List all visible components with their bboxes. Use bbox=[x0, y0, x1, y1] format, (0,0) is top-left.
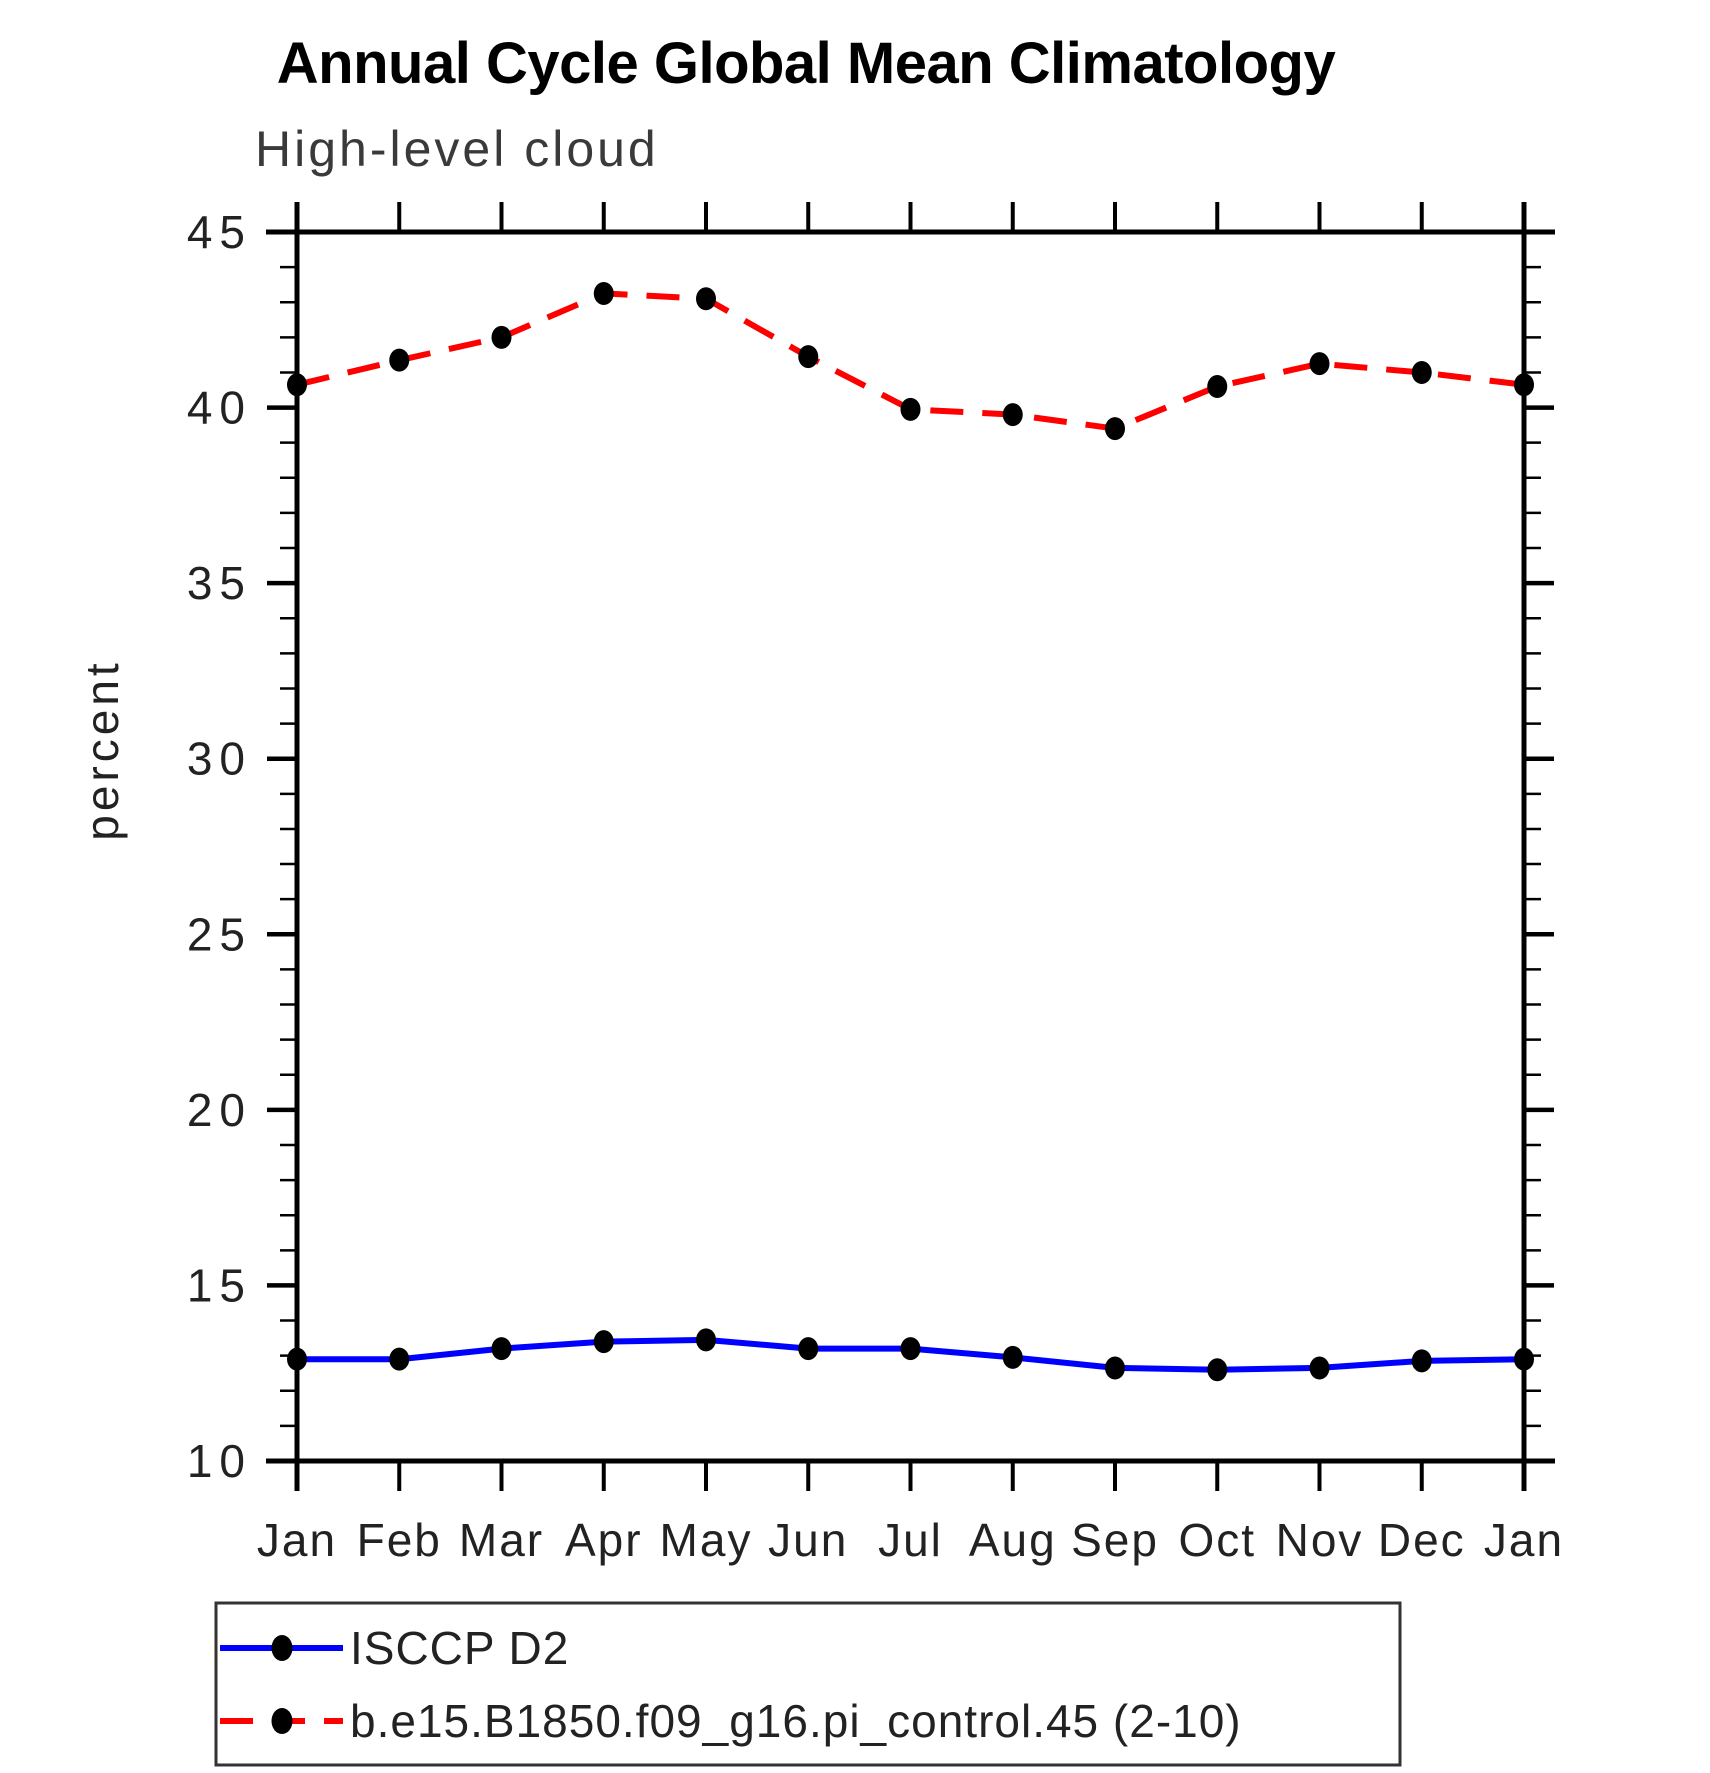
data-point-marker bbox=[1105, 417, 1125, 441]
plot-frame bbox=[266, 202, 1555, 1491]
data-point-marker bbox=[900, 397, 921, 421]
y-tick-label: 45 bbox=[187, 206, 252, 258]
y-tick-label: 10 bbox=[187, 1435, 252, 1487]
legend-sample-marker bbox=[271, 1635, 293, 1661]
data-point-marker bbox=[389, 348, 410, 372]
data-point-marker bbox=[1105, 1356, 1125, 1380]
data-point-marker bbox=[1002, 1345, 1023, 1369]
y-axis-ticks bbox=[267, 229, 1554, 1464]
x-tick-label: Jun bbox=[768, 1514, 848, 1566]
x-tick-label: Mar bbox=[459, 1514, 544, 1566]
data-point-marker bbox=[696, 287, 716, 311]
x-tick-label: Nov bbox=[1276, 1514, 1364, 1566]
data-point-marker bbox=[1514, 1347, 1534, 1371]
legend: ISCCP D2 b.e15.B1850.f09_g16.pi_control.4… bbox=[214, 1601, 1402, 1767]
series-model bbox=[287, 281, 1534, 441]
x-tick-label: Feb bbox=[357, 1514, 442, 1566]
y-tick-label: 20 bbox=[187, 1084, 252, 1136]
legend-item-label: b.e15.B1850.f09_g16.pi_control.45 (2-10) bbox=[350, 1695, 1242, 1747]
data-point-marker bbox=[798, 1337, 819, 1361]
legend-box bbox=[214, 1601, 1402, 1767]
series-isccp-d2 bbox=[287, 1328, 1534, 1382]
legend-sample-marker bbox=[271, 1708, 293, 1734]
data-point-marker bbox=[287, 1347, 307, 1371]
x-tick-label: Aug bbox=[969, 1514, 1057, 1566]
data-point-marker bbox=[593, 1330, 614, 1354]
data-point-marker bbox=[593, 281, 614, 305]
x-axis-ticks bbox=[295, 202, 1526, 1491]
data-point-marker bbox=[798, 345, 819, 369]
data-point-marker bbox=[287, 373, 307, 397]
x-tick-label: Oct bbox=[1178, 1514, 1256, 1566]
data-point-marker bbox=[1207, 1358, 1228, 1382]
data-point-marker bbox=[1411, 1349, 1432, 1373]
x-tick-label: May bbox=[660, 1514, 753, 1566]
x-tick-labels: Jan Feb Mar Apr May Jun Jul Aug Sep Oct Nov Dec Jan bbox=[257, 1514, 1564, 1566]
y-axis-label: percent bbox=[76, 659, 128, 840]
data-point-marker bbox=[1411, 360, 1432, 384]
x-tick-label: Jan bbox=[257, 1514, 337, 1566]
chart-title: Annual Cycle Global Mean Climatology bbox=[277, 31, 1336, 96]
y-tick-label: 40 bbox=[187, 382, 252, 434]
legend-item-label: ISCCP D2 bbox=[350, 1622, 569, 1674]
data-point-marker bbox=[1002, 403, 1023, 427]
data-point-marker bbox=[900, 1337, 921, 1361]
y-tick-label: 35 bbox=[187, 557, 252, 609]
y-tick-labels: 10 15 20 25 30 35 40 45 bbox=[187, 206, 252, 1487]
data-point-marker bbox=[1309, 352, 1330, 376]
x-tick-label: Sep bbox=[1071, 1514, 1159, 1566]
y-tick-label: 25 bbox=[187, 908, 252, 960]
data-point-marker bbox=[491, 325, 512, 349]
x-tick-label: Apr bbox=[565, 1514, 643, 1566]
data-point-marker bbox=[1514, 373, 1534, 397]
data-point-marker bbox=[696, 1328, 716, 1352]
data-point-marker bbox=[491, 1337, 512, 1361]
y-tick-label: 15 bbox=[187, 1259, 252, 1311]
x-tick-label: Dec bbox=[1378, 1514, 1466, 1566]
data-point-marker bbox=[1207, 375, 1228, 399]
x-tick-label: Jan bbox=[1484, 1514, 1564, 1566]
chart-subtitle: High-level cloud bbox=[255, 121, 659, 177]
x-tick-label: Jul bbox=[878, 1514, 943, 1566]
data-point-marker bbox=[389, 1347, 410, 1371]
data-point-marker bbox=[1309, 1356, 1330, 1380]
y-tick-label: 30 bbox=[187, 733, 252, 785]
